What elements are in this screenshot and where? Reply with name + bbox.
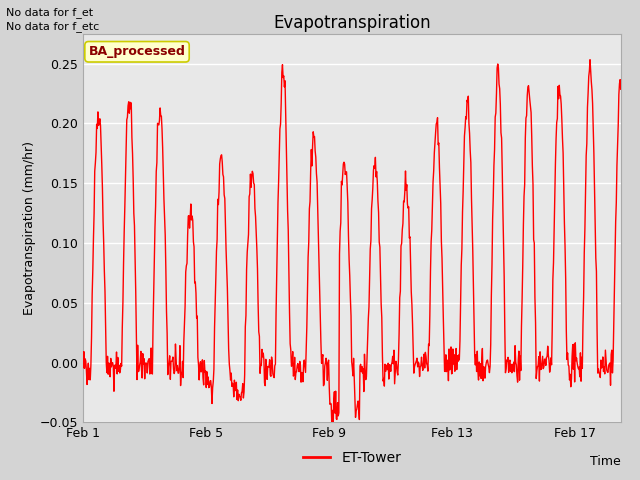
Title: Evapotranspiration: Evapotranspiration	[273, 14, 431, 32]
Text: BA_processed: BA_processed	[88, 45, 186, 58]
Y-axis label: Evapotranspiration (mm/hr): Evapotranspiration (mm/hr)	[22, 141, 36, 315]
Text: No data for f_et
No data for f_etc: No data for f_et No data for f_etc	[6, 7, 100, 32]
Text: Time: Time	[590, 456, 621, 468]
Legend: ET-Tower: ET-Tower	[297, 445, 407, 471]
